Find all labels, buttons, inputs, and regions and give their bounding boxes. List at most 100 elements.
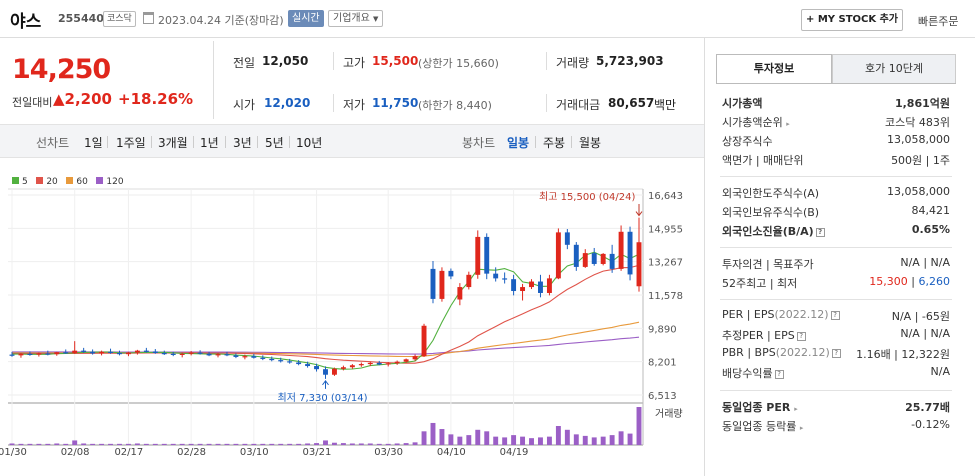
candle-body: [538, 281, 543, 293]
opinion-value: N/A | N/A: [900, 256, 950, 269]
volume-bar: [81, 443, 87, 445]
corp-info-dropdown[interactable]: 기업개요 ▼: [328, 10, 384, 27]
candle-body: [242, 356, 248, 358]
legend-ma5: 5: [12, 177, 28, 187]
period-1y[interactable]: 1년: [200, 136, 219, 150]
max-arrowhead: [635, 211, 643, 217]
min-arrowhead: [322, 380, 329, 386]
volume-bar: [269, 443, 275, 445]
divider: [720, 247, 952, 248]
volume-bar: [206, 443, 212, 445]
help-icon[interactable]: ?: [830, 311, 840, 320]
candle-body: [117, 353, 122, 355]
x-tick-label: 03/10: [240, 447, 269, 458]
volume-label: 거래량: [655, 408, 683, 420]
per-label: PER | EPS(2022.12)?: [722, 308, 840, 321]
volume-bar: [170, 443, 176, 445]
volume-bar: [331, 442, 337, 445]
candle-body: [99, 351, 105, 354]
volume-bar: [502, 437, 508, 445]
candle-body: [90, 351, 96, 354]
volume-bar: [63, 443, 69, 445]
volume-bar: [90, 443, 96, 445]
volume-bar: [349, 443, 355, 445]
foreign-rate-label: 외국인소진율(B/A)?: [722, 223, 825, 239]
legend-ma20: 20: [36, 177, 58, 187]
help-icon[interactable]: ?: [796, 332, 806, 341]
candle-body: [412, 356, 418, 360]
period-3y[interactable]: 3년: [233, 136, 252, 150]
volume-bar: [340, 443, 346, 445]
tab-quote-10[interactable]: 호가 10단계: [832, 54, 956, 84]
volume-bar: [45, 443, 51, 445]
market-cap-rank-value: 코스닥 483위: [885, 116, 950, 129]
candle-body: [197, 352, 203, 354]
period-3m[interactable]: 3개월: [158, 136, 188, 150]
volume-bar: [529, 438, 534, 445]
volume-bar: [457, 436, 463, 445]
x-tick-label: 01/30: [0, 447, 27, 458]
current-price: 14,250: [12, 54, 111, 85]
divider: [333, 94, 334, 112]
divider: [257, 136, 258, 148]
volume-bar: [251, 443, 257, 445]
candle-body: [403, 359, 409, 362]
volume-bar: [278, 443, 284, 445]
candle-body: [627, 231, 633, 275]
period-10y[interactable]: 10년: [296, 136, 323, 150]
candle-body: [331, 368, 337, 375]
volume-bar: [233, 443, 239, 445]
candle-body: [296, 362, 302, 365]
ma5-line: [12, 251, 640, 370]
y-tick-label: 9,890: [648, 324, 677, 335]
y-tick-label: 16,643: [648, 191, 683, 202]
pbr-value: 1.16배 | 12,322원: [856, 348, 950, 361]
volume-bar: [439, 429, 445, 445]
price-chart[interactable]: 16,643 14,955 13,267 11,578 9,890 8,201 6,513 0…: [0, 185, 704, 476]
candle-body: [233, 355, 239, 357]
x-tick-label: 03/30: [374, 447, 403, 458]
candle-body: [125, 352, 131, 355]
period-1d[interactable]: 1일: [84, 136, 103, 150]
candle-body: [609, 253, 615, 269]
chevron-right-icon: ▸: [786, 120, 790, 128]
candle-body: [206, 353, 212, 356]
volume-bar: [197, 443, 203, 445]
tab-invest-info[interactable]: 투자정보: [716, 54, 832, 84]
foreign-limit-value: 13,058,000: [887, 185, 950, 198]
help-icon[interactable]: ?: [831, 349, 841, 358]
help-icon[interactable]: ?: [815, 228, 825, 237]
quick-order-link[interactable]: 빠른주문: [918, 15, 959, 28]
candle-body: [502, 278, 508, 280]
est-per-value: N/A | N/A: [900, 327, 950, 340]
volume-bar: [36, 443, 42, 445]
candle-daily[interactable]: 일봉: [507, 136, 530, 150]
candle-body: [493, 273, 499, 279]
period-1w[interactable]: 1주일: [116, 136, 146, 150]
period-5y[interactable]: 5년: [265, 136, 284, 150]
volume-bar: [117, 443, 122, 445]
candle-weekly[interactable]: 주봉: [543, 136, 566, 150]
help-icon[interactable]: ?: [774, 370, 784, 379]
volume-bar: [430, 422, 436, 445]
volume-bar: [385, 443, 391, 445]
candle-body: [287, 361, 293, 363]
high-value: 15,500: [372, 54, 419, 68]
volume-bar: [143, 443, 149, 445]
stock-code: 255440: [58, 12, 104, 25]
dividend-label: 배당수익률?: [722, 365, 784, 381]
prev-compare-label: 전일대비: [12, 96, 53, 109]
stock-header: [0, 0, 975, 38]
volume-bar: [466, 435, 472, 445]
candle-body: [63, 352, 69, 354]
calendar-icon: [143, 12, 154, 24]
realtime-button[interactable]: 실시간: [288, 10, 324, 27]
w52-value: 15,300 | 6,260: [869, 275, 950, 288]
candle-monthly[interactable]: 월봉: [579, 136, 602, 150]
candle-body: [179, 353, 185, 355]
divider: [571, 136, 572, 148]
dividend-value: N/A: [930, 365, 950, 378]
my-stock-add-button[interactable]: + MY STOCK 추가: [801, 9, 903, 31]
volume-bar: [546, 436, 552, 445]
volume-bar: [564, 429, 570, 445]
